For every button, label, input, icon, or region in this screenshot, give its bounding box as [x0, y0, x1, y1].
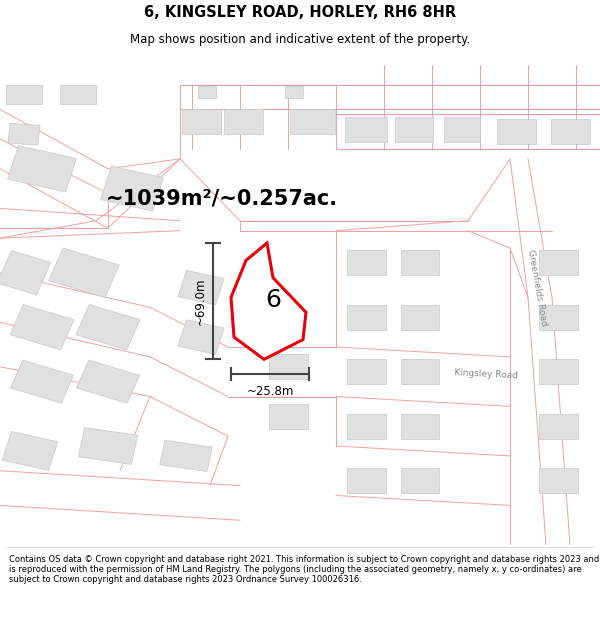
Polygon shape: [401, 251, 439, 275]
Text: Contains OS data © Crown copyright and database right 2021. This information is : Contains OS data © Crown copyright and d…: [9, 554, 599, 584]
Text: 6, KINGSLEY ROAD, HORLEY, RH6 8HR: 6, KINGSLEY ROAD, HORLEY, RH6 8HR: [144, 5, 456, 20]
Polygon shape: [290, 109, 335, 134]
Polygon shape: [231, 243, 306, 359]
Polygon shape: [539, 468, 577, 493]
Polygon shape: [6, 84, 42, 104]
Polygon shape: [347, 305, 386, 329]
Polygon shape: [76, 360, 140, 403]
Polygon shape: [345, 117, 387, 142]
Polygon shape: [60, 84, 96, 104]
Polygon shape: [539, 359, 577, 384]
Polygon shape: [224, 109, 263, 134]
Polygon shape: [160, 440, 212, 471]
Polygon shape: [269, 354, 308, 379]
Polygon shape: [551, 119, 589, 144]
Polygon shape: [347, 414, 386, 439]
Polygon shape: [401, 359, 439, 384]
Polygon shape: [401, 414, 439, 439]
Polygon shape: [401, 305, 439, 329]
Polygon shape: [539, 251, 577, 275]
Polygon shape: [10, 304, 74, 350]
Polygon shape: [100, 166, 164, 211]
Text: ~1039m²/~0.257ac.: ~1039m²/~0.257ac.: [106, 189, 338, 209]
Polygon shape: [347, 359, 386, 384]
Polygon shape: [347, 468, 386, 493]
Polygon shape: [347, 251, 386, 275]
Polygon shape: [539, 414, 577, 439]
Polygon shape: [10, 360, 74, 403]
Polygon shape: [2, 431, 58, 471]
Polygon shape: [182, 109, 221, 134]
Text: Map shows position and indicative extent of the property.: Map shows position and indicative extent…: [130, 32, 470, 46]
Polygon shape: [269, 404, 308, 429]
Polygon shape: [178, 320, 224, 354]
Text: ~69.0m: ~69.0m: [193, 278, 206, 325]
Polygon shape: [8, 146, 76, 192]
Text: Kingsley Road: Kingsley Road: [454, 368, 518, 381]
Polygon shape: [444, 117, 480, 142]
Polygon shape: [8, 123, 40, 145]
Text: Greenfields Road: Greenfields Road: [526, 249, 548, 326]
Polygon shape: [198, 86, 216, 98]
Polygon shape: [178, 270, 224, 305]
Polygon shape: [78, 428, 138, 464]
Polygon shape: [401, 468, 439, 493]
Polygon shape: [49, 248, 119, 298]
Polygon shape: [76, 304, 140, 350]
Text: 6: 6: [265, 288, 281, 312]
Polygon shape: [395, 117, 433, 142]
Text: ~25.8m: ~25.8m: [247, 385, 293, 398]
Polygon shape: [539, 305, 577, 329]
Polygon shape: [285, 86, 303, 98]
Polygon shape: [0, 251, 51, 295]
Polygon shape: [497, 119, 536, 144]
